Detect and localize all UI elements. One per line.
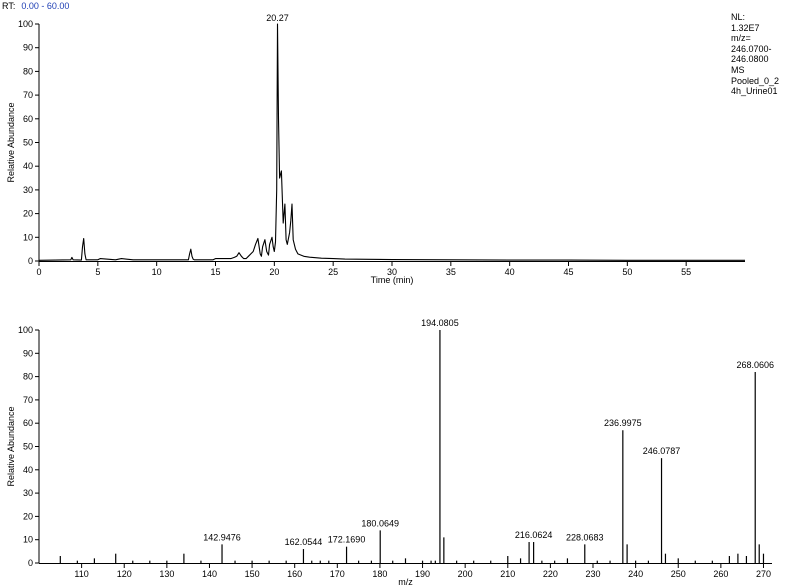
peak-label: 20.27 — [266, 13, 289, 23]
spectrum-x-tick-label: 160 — [287, 569, 302, 579]
spectrum-y-tick-label: 40 — [23, 465, 33, 475]
info-line: NL: — [731, 12, 746, 22]
spectrum-y-tick-label: 0 — [28, 558, 33, 568]
spectrum-y-tick-label: 70 — [23, 395, 33, 405]
peak-mz-label: 172.1690 — [328, 535, 366, 545]
chromatogram-y-tick-label: 0 — [28, 256, 33, 266]
spectrum-x-tick-label: 230 — [585, 569, 600, 579]
spectrum-y-tick-label: 30 — [23, 488, 33, 498]
spectrum-x-axis-title: m/z — [398, 577, 413, 585]
chromatogram-series-line — [38, 23, 745, 261]
peak-mz-label: 268.0606 — [736, 360, 774, 370]
spectrum-x-tick-label: 240 — [628, 569, 643, 579]
chromatogram-y-tick-label: 60 — [23, 114, 33, 124]
info-line: 246.0700- — [731, 43, 772, 54]
peak-mz-label: 194.0805 — [421, 318, 459, 328]
info-line: 246.0800 — [731, 54, 769, 65]
spectrum-x-tick-label: 220 — [543, 569, 558, 579]
spectrum-x-tick-label: 120 — [117, 569, 132, 579]
chromatogram-y-tick-label: 70 — [23, 90, 33, 100]
spectrum-y-tick-label: 60 — [23, 418, 33, 428]
info-line: Pooled_0_2 — [731, 75, 780, 86]
chromatogram-y-tick-label: 30 — [23, 185, 33, 195]
peak-mz-label: 216.0624 — [515, 530, 553, 540]
peak-mz-label: 246.0787 — [643, 446, 681, 456]
chromatogram-x-tick-label: 30 — [387, 267, 397, 277]
chromatogram-x-tick-label: 45 — [563, 267, 573, 277]
spectrum-x-tick-label: 250 — [671, 569, 686, 579]
spectrum-x-tick-label: 170 — [330, 569, 345, 579]
rt-range-row: RT: 0.00 - 60.00 — [2, 1, 69, 11]
info-line: 1.32E7 — [731, 22, 760, 33]
chromatogram-y-tick-label: 10 — [23, 232, 33, 242]
chromatogram-y-tick-label: 100 — [18, 19, 33, 29]
spectrum-x-tick-label: 210 — [500, 569, 515, 579]
spectrum-y-tick-label: 20 — [23, 511, 33, 521]
scan-info-block: NL: 1.32E7 m/z= 246.0700- 246.0800 MS Po… — [731, 12, 779, 97]
chromatogram-y-tick-label: 20 — [23, 209, 33, 219]
chromatogram-x-tick-label: 25 — [328, 267, 338, 277]
chromatogram-y-axis-title: Relative Abundance — [6, 102, 16, 182]
spectrum-y-tick-label: 90 — [23, 348, 33, 358]
spectrum-x-tick-label: 190 — [415, 569, 430, 579]
info-line: m/z= — [731, 33, 751, 44]
chromatogram-x-tick-label: 55 — [681, 267, 691, 277]
spectrum-x-tick-label: 200 — [458, 569, 473, 579]
chromatogram-y-tick-label: 50 — [23, 138, 33, 148]
peak-mz-label: 236.9975 — [604, 418, 642, 428]
spectrum-x-tick-label: 110 — [74, 569, 88, 579]
chromatogram-x-tick-label: 15 — [210, 267, 220, 277]
chromatogram-y-tick-label: 90 — [23, 43, 33, 53]
spectrum-y-axis-title: Relative Abundance — [6, 406, 16, 486]
chromatogram-x-tick-label: 5 — [95, 267, 100, 277]
peak-mz-label: 142.9476 — [203, 532, 241, 542]
spectrum-y-tick-label: 10 — [23, 535, 33, 545]
chromatogram-x-tick-label: 35 — [446, 267, 456, 277]
chromatogram-x-tick-label: 0 — [36, 267, 41, 277]
spectrum-x-tick-label: 140 — [202, 569, 217, 579]
chromatogram-x-axis-title: Time (min) — [371, 275, 414, 285]
rt-range-value: 0.00 - 60.00 — [21, 1, 70, 11]
chromatogram-y-tick-label: 80 — [23, 66, 33, 76]
spectrum-x-tick-label: 260 — [713, 569, 728, 579]
spectrum-x-tick-label: 270 — [756, 569, 771, 579]
spectrum-x-tick-label: 180 — [372, 569, 387, 579]
spectrum-x-tick-label: 150 — [245, 569, 260, 579]
peak-mz-label: 228.0683 — [566, 532, 604, 542]
spectrum-y-tick-label: 100 — [18, 325, 33, 335]
peak-mz-label: 162.0544 — [285, 537, 323, 547]
spectrum-y-tick-label: 80 — [23, 372, 33, 382]
spectrum-x-tick-label: 130 — [159, 569, 174, 579]
rt-label: RT: — [2, 1, 16, 11]
spectrum-y-tick-label: 50 — [23, 442, 33, 452]
peak-mz-label: 180.0649 — [361, 518, 399, 528]
info-line: MS — [731, 64, 745, 75]
chromatogram-x-tick-label: 10 — [152, 267, 162, 277]
chromatogram-x-tick-label: 20 — [269, 267, 279, 277]
info-line: 4h_Urine01 — [731, 86, 778, 97]
chromatogram-x-tick-label: 50 — [622, 267, 632, 277]
chromatogram-y-tick-label: 40 — [23, 161, 33, 171]
chromatogram-x-tick-label: 40 — [505, 267, 515, 277]
